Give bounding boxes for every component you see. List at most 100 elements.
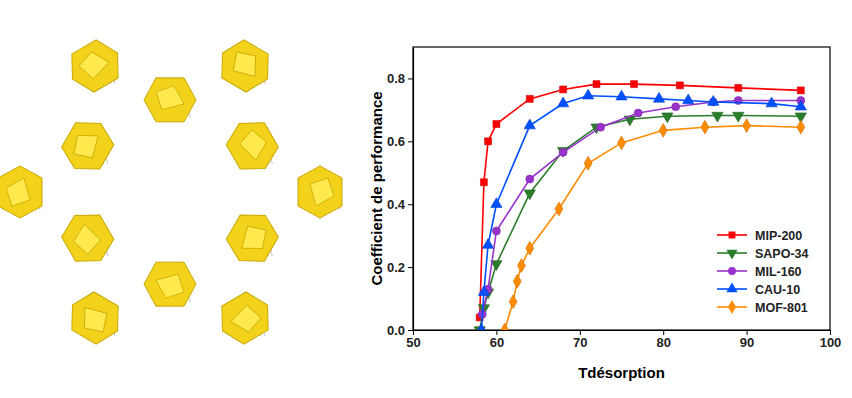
data-point	[583, 89, 594, 99]
data-point	[485, 138, 492, 145]
y-tick-label: 0.6	[387, 134, 405, 149]
cluster	[56, 112, 120, 179]
data-point	[513, 274, 521, 288]
cluster-facet	[237, 127, 272, 163]
cluster-polyhedron	[56, 205, 120, 272]
cluster-facet	[237, 221, 272, 257]
data-point	[618, 136, 626, 150]
data-point	[526, 175, 534, 183]
cluster-polyhedron	[61, 286, 128, 350]
x-axis: 50 60 70 80 90 100	[406, 330, 841, 350]
x-tick-label: 100	[820, 335, 842, 350]
legend-marker	[728, 300, 736, 314]
data-point	[676, 82, 683, 89]
data-point	[701, 120, 709, 134]
data-point	[524, 190, 535, 200]
y-tick-label: 0.2	[387, 260, 405, 275]
legend-marker	[729, 232, 736, 239]
data-point	[584, 156, 592, 170]
cluster-polyhedron	[144, 262, 196, 306]
y-tick-mark	[408, 141, 413, 142]
x-tick-label: 70	[573, 335, 587, 350]
y-tick: 0.8	[387, 71, 413, 86]
y-axis-title: Coefficient de performance	[368, 91, 385, 285]
y-tick: 0.2	[387, 260, 413, 275]
data-point	[480, 179, 487, 186]
cluster-polyhedron	[56, 112, 120, 179]
legend-label: MIP-200	[755, 229, 802, 243]
plot-marks	[474, 81, 806, 330]
legend-marker	[726, 250, 737, 260]
x-tick-label: 60	[490, 335, 504, 350]
legend-marker	[726, 282, 737, 292]
x-tick: 90	[740, 330, 754, 350]
legend-label: MOF-801	[755, 301, 808, 315]
x-tick: 60	[490, 330, 504, 350]
cluster-facet	[6, 178, 30, 206]
data-point	[616, 90, 627, 100]
x-tick-label: 90	[740, 335, 754, 350]
legend-marker	[728, 267, 736, 275]
data-point	[672, 103, 680, 111]
cluster	[211, 286, 278, 350]
cluster-facet	[228, 47, 264, 82]
x-axis-line	[414, 330, 831, 331]
cluster	[298, 166, 342, 218]
cluster-facet	[69, 221, 104, 257]
data-point	[659, 123, 667, 137]
series-line	[480, 116, 801, 330]
data-point	[631, 81, 638, 88]
data-point	[593, 81, 600, 88]
cluster	[56, 205, 120, 272]
data-point	[526, 241, 534, 255]
plot-frame	[413, 47, 830, 330]
cluster-facet	[76, 302, 112, 337]
series-line	[482, 100, 801, 314]
y-tick: 0.6	[387, 134, 413, 149]
data-point	[559, 148, 567, 156]
cluster	[144, 262, 196, 306]
x-tick: 100	[820, 330, 842, 350]
cluster-facet	[156, 274, 184, 298]
data-point	[501, 323, 509, 330]
data-point	[526, 95, 533, 102]
y-tick-label: 0.8	[387, 71, 405, 86]
data-point	[555, 202, 563, 216]
cluster-facet	[310, 178, 334, 206]
data-point	[662, 113, 673, 123]
cluster	[0, 166, 42, 218]
data-point	[517, 259, 525, 273]
x-axis-title: Tdésorption	[578, 364, 665, 381]
data-point	[653, 92, 664, 102]
legend: MIP-200SAPO-34MIL-160CAU-10MOF-801	[717, 229, 809, 315]
series-line	[481, 96, 800, 330]
cluster-facet	[228, 302, 264, 337]
y-axis-line	[413, 48, 414, 331]
cluster	[144, 78, 196, 122]
data-point	[524, 119, 535, 129]
cluster-polyhedron	[211, 286, 278, 350]
cluster-polyhedron	[144, 78, 196, 122]
legend-entry: SAPO-34	[717, 247, 809, 261]
x-tick-label: 80	[656, 335, 670, 350]
x-tick: 70	[573, 330, 587, 350]
cluster	[61, 34, 128, 98]
structure-illustration	[0, 34, 342, 350]
x-tick: 80	[656, 330, 670, 350]
cluster-polyhedron	[220, 112, 284, 179]
data-point	[683, 94, 694, 104]
cluster	[61, 286, 128, 350]
y-tick-mark	[408, 204, 413, 205]
y-tick-mark	[408, 78, 413, 79]
data-point	[634, 109, 642, 117]
x-tick: 50	[406, 330, 420, 350]
legend-label: MIL-160	[755, 265, 802, 279]
data-point	[766, 97, 777, 107]
y-tick-label: 0.4	[387, 197, 406, 212]
data-point	[597, 123, 605, 131]
legend-entry: MIP-200	[717, 229, 802, 243]
data-point	[708, 96, 719, 106]
data-point	[482, 239, 493, 249]
y-tick: 0.0	[387, 323, 413, 338]
data-point	[476, 323, 487, 330]
